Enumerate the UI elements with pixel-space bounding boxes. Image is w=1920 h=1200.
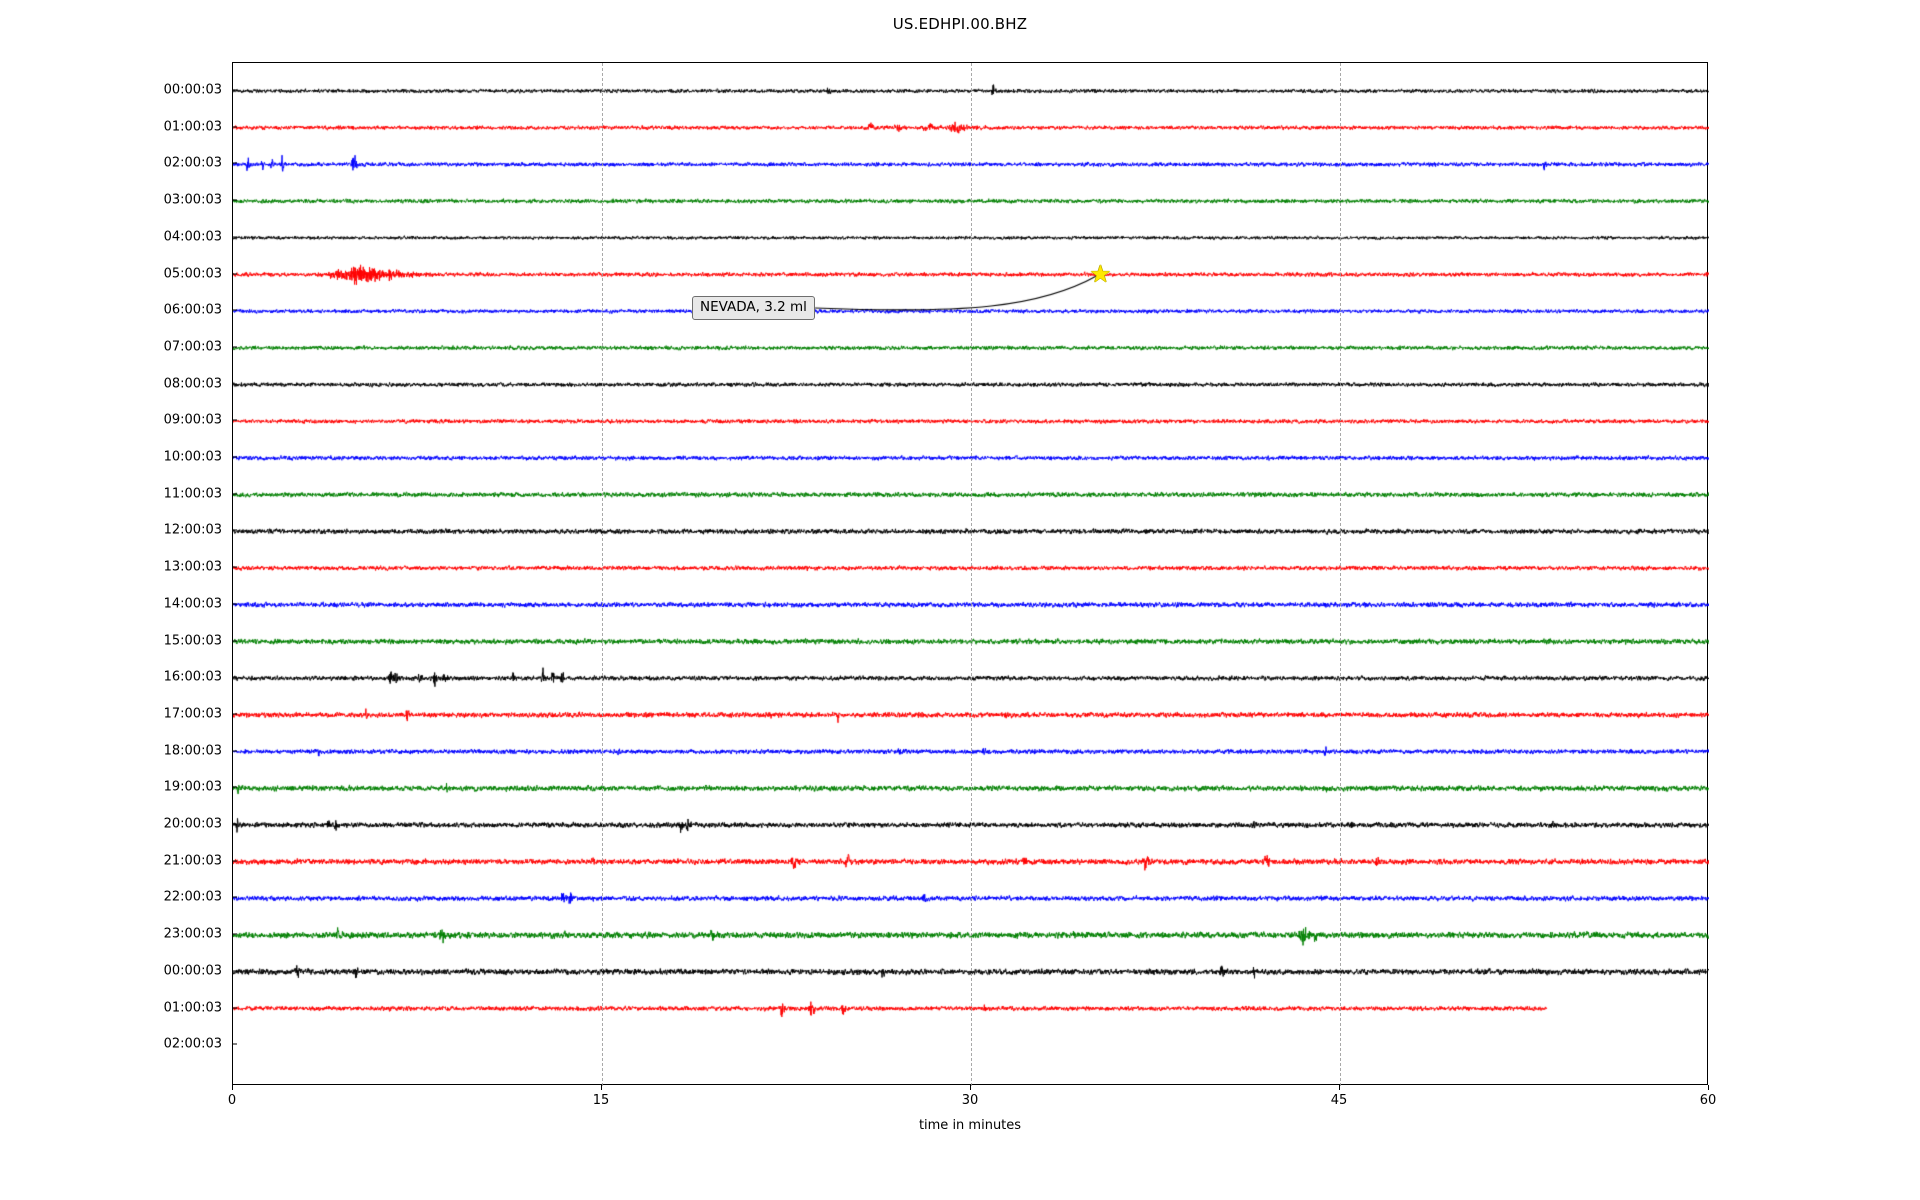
y-tick-label: 08:00:03	[163, 376, 222, 392]
y-tick-label: 16:00:03	[163, 669, 222, 685]
y-tick-label: 02:00:03	[163, 155, 222, 171]
y-tick-mark	[232, 529, 237, 531]
y-tick-label: 07:00:03	[163, 339, 222, 355]
y-tick-mark	[232, 970, 237, 972]
y-tick-label: 14:00:03	[163, 596, 222, 612]
y-tick-mark	[232, 1007, 237, 1008]
y-tick-mark	[232, 162, 237, 164]
y-tick-label: 22:00:03	[163, 889, 222, 905]
y-tick-mark	[232, 860, 237, 862]
y-tick-mark	[232, 750, 237, 752]
y-tick-label: 05:00:03	[163, 266, 222, 281]
x-tick-label: 60	[1699, 1093, 1717, 1108]
earthquake-star-icon[interactable]: ★	[1089, 259, 1112, 288]
event-annotation-label[interactable]: NEVADA, 3.2 ml	[692, 296, 815, 320]
y-tick-label: 01:00:03	[163, 119, 222, 135]
x-tick-label: 30	[961, 1093, 979, 1108]
x-tick-label: 45	[1330, 1093, 1348, 1108]
y-tick-label: 10:00:03	[163, 449, 222, 465]
y-tick-mark	[232, 309, 237, 311]
y-tick-mark	[232, 493, 237, 495]
x-tick-mark	[970, 1085, 971, 1090]
y-tick-label: 23:00:03	[163, 926, 222, 942]
y-tick-label: 21:00:03	[163, 853, 222, 869]
y-tick-mark	[232, 273, 237, 274]
y-tick-label: 19:00:03	[163, 779, 222, 795]
y-tick-label: 11:00:03	[163, 486, 222, 502]
y-tick-label: 01:00:03	[163, 1000, 222, 1015]
y-tick-mark	[232, 126, 237, 128]
y-tick-label: 00:00:03	[163, 82, 222, 98]
y-tick-mark	[232, 713, 237, 715]
y-tick-label: 13:00:03	[163, 559, 222, 575]
grid-line	[1340, 63, 1341, 1086]
y-tick-label: 09:00:03	[163, 412, 222, 428]
plot-axes-area	[232, 62, 1709, 1086]
y-tick-mark	[232, 456, 237, 458]
x-tick-label: 15	[592, 1093, 610, 1108]
y-tick-mark	[232, 823, 237, 825]
y-tick-label: 03:00:03	[163, 192, 222, 208]
x-tick-mark	[601, 1085, 602, 1090]
y-tick-mark	[232, 1043, 237, 1045]
y-tick-mark	[232, 566, 237, 568]
x-tick-mark	[1339, 1085, 1340, 1090]
y-tick-mark	[232, 603, 237, 605]
grid-line	[971, 63, 972, 1086]
y-tick-mark	[232, 786, 237, 788]
y-tick-label: 17:00:03	[163, 706, 222, 722]
y-tick-label: 18:00:03	[163, 743, 222, 759]
y-tick-mark	[232, 89, 237, 91]
y-tick-label: 04:00:03	[163, 229, 222, 245]
y-tick-label: 06:00:03	[163, 302, 222, 318]
y-tick-mark	[232, 346, 237, 348]
x-axis-label: time in minutes	[918, 1118, 1022, 1133]
y-tick-label: 00:00:03	[163, 963, 222, 979]
x-tick-mark	[1708, 1085, 1709, 1090]
y-tick-mark	[232, 676, 237, 678]
y-axis-tick-labels: 00:00:03 01:00:03 02:00:03 03:00:03 04:00:03…	[0, 62, 222, 1085]
grid-line	[602, 63, 603, 1086]
y-tick-mark	[232, 236, 237, 238]
y-tick-label: 02:00:03	[163, 1036, 222, 1052]
y-tick-label: 15:00:03	[163, 633, 222, 648]
y-tick-mark	[232, 896, 237, 898]
y-tick-mark	[232, 419, 237, 421]
y-tick-mark	[232, 199, 237, 201]
x-tick-label: 0	[227, 1093, 237, 1108]
y-tick-mark	[232, 383, 237, 385]
y-tick-label: 20:00:03	[163, 816, 222, 832]
page-title: US.EDHPI.00.BHZ	[892, 15, 1028, 33]
y-tick-mark	[232, 640, 237, 641]
y-tick-mark	[232, 933, 237, 935]
x-tick-mark	[232, 1085, 233, 1090]
y-tick-label: 12:00:03	[163, 522, 222, 538]
